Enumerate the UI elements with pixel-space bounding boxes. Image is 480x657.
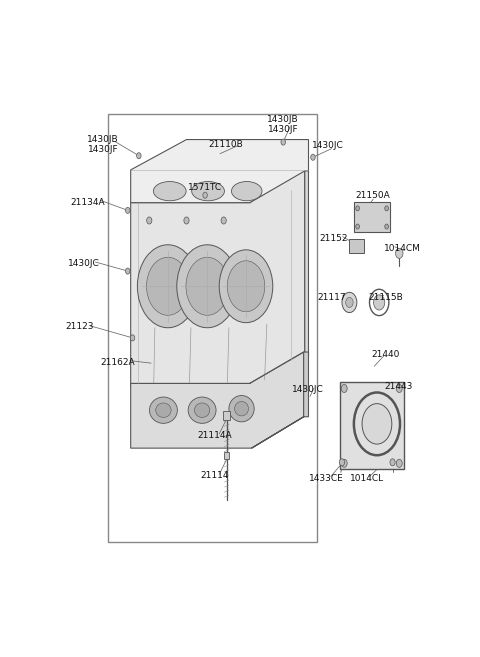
Circle shape [227, 261, 265, 312]
Circle shape [356, 206, 360, 211]
Circle shape [362, 403, 392, 444]
Ellipse shape [192, 181, 225, 201]
Bar [224, 451, 229, 459]
Circle shape [339, 459, 345, 466]
Circle shape [342, 292, 357, 313]
Ellipse shape [229, 396, 254, 422]
Ellipse shape [154, 181, 186, 201]
Circle shape [146, 258, 189, 315]
Ellipse shape [235, 401, 249, 416]
Text: 21152: 21152 [319, 234, 348, 242]
Text: 21110B: 21110B [208, 140, 243, 149]
Polygon shape [131, 171, 305, 388]
Circle shape [396, 248, 403, 258]
Circle shape [385, 206, 388, 211]
Circle shape [125, 268, 130, 274]
Circle shape [396, 459, 402, 467]
Ellipse shape [156, 403, 171, 417]
Circle shape [184, 217, 189, 224]
Text: 1430JC: 1430JC [68, 259, 100, 268]
Ellipse shape [188, 397, 216, 423]
Circle shape [373, 295, 385, 310]
Text: 21115B: 21115B [368, 293, 403, 302]
Circle shape [356, 224, 360, 229]
Ellipse shape [149, 397, 178, 423]
Polygon shape [250, 171, 309, 388]
Text: 21123: 21123 [65, 322, 94, 331]
Circle shape [346, 298, 353, 307]
Bar [349, 239, 363, 254]
Circle shape [219, 250, 273, 323]
Circle shape [221, 217, 226, 224]
Circle shape [281, 139, 286, 145]
Circle shape [311, 154, 315, 160]
Circle shape [396, 384, 402, 392]
Bar [223, 411, 230, 420]
Circle shape [390, 459, 395, 466]
Polygon shape [252, 352, 309, 448]
Text: 1571TC: 1571TC [188, 183, 222, 192]
Text: 21134A: 21134A [71, 198, 105, 207]
Text: 1433CE: 1433CE [309, 474, 343, 483]
Ellipse shape [231, 181, 262, 201]
Circle shape [186, 258, 228, 315]
Circle shape [130, 335, 135, 341]
Text: 1430JC: 1430JC [291, 386, 323, 394]
Text: 1014CL: 1014CL [350, 474, 384, 483]
Ellipse shape [194, 403, 210, 417]
Text: 1430JB
1430JF: 1430JB 1430JF [87, 135, 119, 154]
Circle shape [147, 217, 152, 224]
Bar [108, 114, 317, 542]
Circle shape [341, 459, 347, 467]
Circle shape [341, 384, 347, 392]
Text: 21117: 21117 [317, 293, 346, 302]
Circle shape [125, 208, 130, 214]
Circle shape [137, 152, 141, 159]
Text: 21162A: 21162A [100, 357, 135, 367]
Circle shape [137, 245, 198, 328]
Circle shape [203, 192, 207, 198]
Text: 21114: 21114 [200, 472, 228, 480]
Text: 21440: 21440 [372, 350, 400, 359]
Text: 21114A: 21114A [197, 431, 232, 440]
Text: 1014CM: 1014CM [384, 244, 420, 253]
Bar [340, 382, 404, 469]
Polygon shape [131, 352, 304, 448]
Text: 21150A: 21150A [355, 191, 390, 200]
Polygon shape [131, 139, 309, 203]
Bar [354, 202, 390, 232]
Circle shape [177, 245, 238, 328]
Text: 1430JC: 1430JC [312, 141, 344, 150]
Text: 21443: 21443 [384, 382, 413, 391]
Text: 1430JB
1430JF: 1430JB 1430JF [267, 115, 299, 134]
Circle shape [385, 224, 388, 229]
